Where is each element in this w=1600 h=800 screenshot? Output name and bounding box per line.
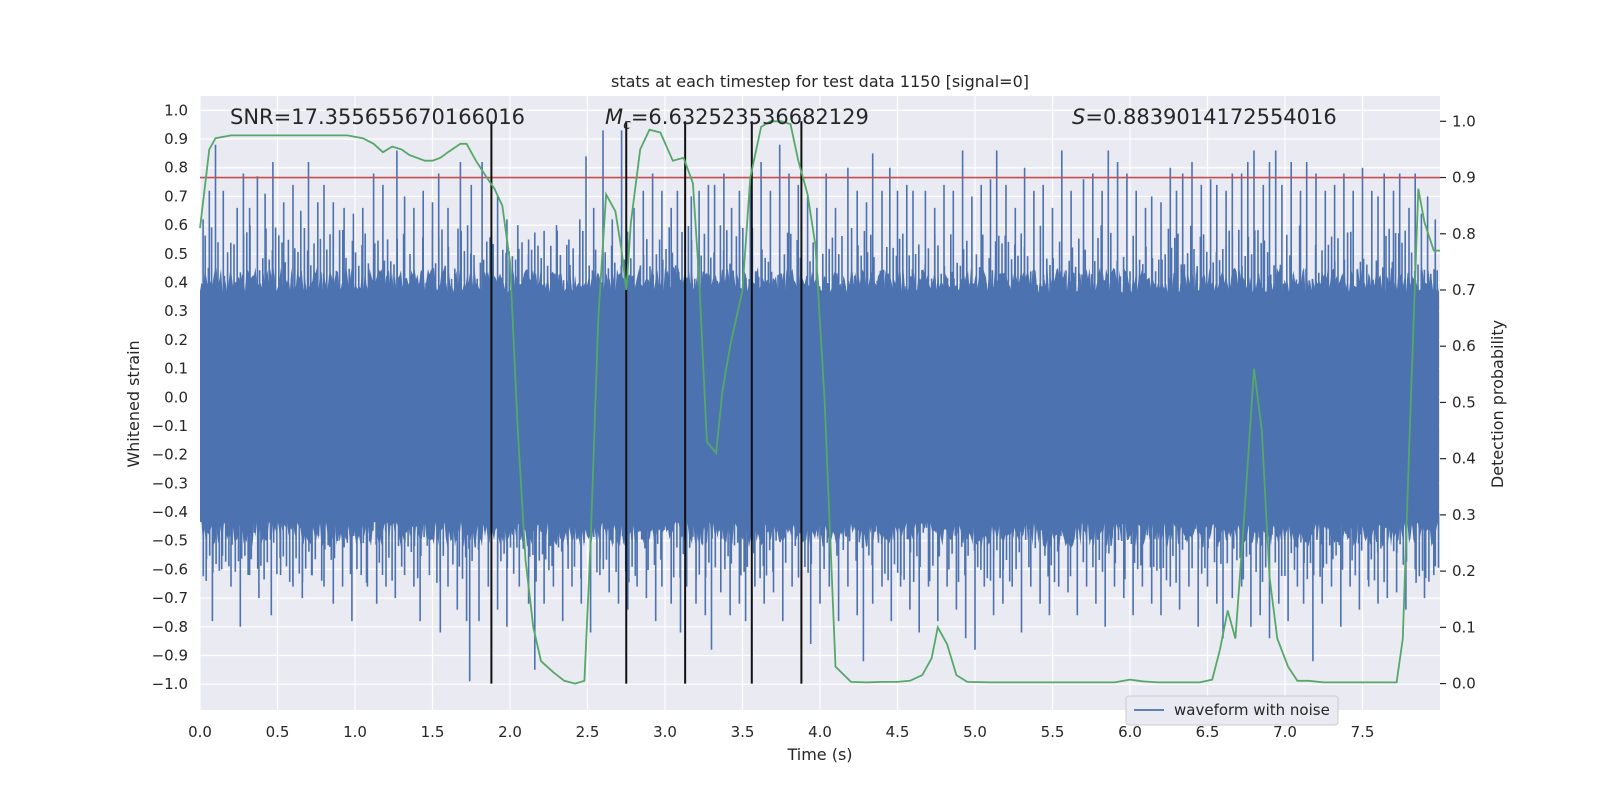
left-y-tick-label: 0.5 — [164, 245, 188, 263]
x-axis-ticks: 0.0 0.5 1.0 1.5 2.0 2.5 3.0 3.5 4.0 4.5 5.0 5.5 6.0 6… — [188, 723, 1374, 741]
left-y-tick-label: −0.2 — [152, 446, 188, 464]
waveform-peaks — [201, 130, 1440, 682]
x-tick-label: 7.5 — [1351, 723, 1375, 741]
x-tick-label: 5.5 — [1041, 723, 1065, 741]
chirp-mass-value: =6.632523536682129 — [631, 105, 869, 129]
left-y-tick-label: 0.7 — [164, 187, 188, 205]
right-y-tick-label: 0.4 — [1452, 450, 1476, 468]
left-y-tick-label: 0.2 — [164, 331, 188, 349]
left-y-tick-label: −0.1 — [152, 417, 188, 435]
right-y-tick-label: 0.7 — [1452, 281, 1476, 299]
legend-label: waveform with noise — [1174, 701, 1330, 719]
s-value: =0.8839014172554016 — [1085, 105, 1336, 129]
right-y-tick-label: 0.9 — [1452, 169, 1476, 187]
legend-box — [1125, 695, 1339, 726]
s-annotation: S=0.8839014172554016 — [1072, 105, 1337, 129]
left-y-tick-label: 0.4 — [164, 273, 188, 291]
right-y-tick-label: 1.0 — [1452, 112, 1476, 130]
detection-probability-line — [199, 120, 1440, 685]
x-tick-label: 6.5 — [1196, 723, 1220, 741]
x-tick-label: 4.5 — [886, 723, 910, 741]
left-y-tick-label: 0.1 — [164, 360, 188, 378]
right-y-tick-label: 0.5 — [1452, 393, 1476, 411]
left-y-tick-label: −0.8 — [152, 618, 188, 636]
right-y-tick-label: 0.8 — [1452, 225, 1476, 243]
x-axis-label: Time (s) — [786, 745, 852, 764]
left-y-tick-label: −0.3 — [152, 474, 188, 492]
left-y-tick-label: 1.0 — [164, 101, 188, 119]
legend: waveform with noise — [1125, 695, 1339, 726]
left-y-tick-label: −0.5 — [152, 532, 188, 550]
left-y-tick-label: 0.6 — [164, 216, 188, 234]
x-tick-label: 6.0 — [1118, 723, 1142, 741]
x-tick-label: 0.0 — [188, 723, 212, 741]
right-y-tick-label: 0.1 — [1452, 618, 1476, 636]
left-y-tick-label: −0.9 — [152, 646, 188, 664]
x-tick-label: 1.5 — [421, 723, 445, 741]
chirp-mass-symbol: M — [605, 105, 623, 129]
left-y-tick-label: −0.4 — [152, 503, 188, 521]
s-symbol: S — [1072, 105, 1085, 129]
x-tick-label: 2.0 — [498, 723, 522, 741]
chirp-mass-annotation: Mc=6.632523536682129 — [605, 105, 869, 133]
x-tick-label: 3.0 — [653, 723, 677, 741]
left-y-tick-label: 0.9 — [164, 130, 188, 148]
left-y-tick-label: −0.6 — [152, 560, 188, 578]
left-y-axis-label: Whitened strain — [124, 340, 143, 467]
x-tick-label: 7.0 — [1273, 723, 1297, 741]
x-tick-label: 4.0 — [808, 723, 832, 741]
waveform-band — [200, 266, 1439, 548]
right-y-tick-label: 0.0 — [1452, 675, 1476, 693]
x-tick-label: 5.0 — [963, 723, 987, 741]
chirp-mass-subscript: c — [623, 117, 631, 133]
left-y-axis-ticks: 1.0 0.9 0.8 0.7 0.6 0.5 0.4 0.3 0.2 0.1 0.0 −0.1 −0.… — [152, 101, 188, 693]
x-tick-label: 1.0 — [343, 723, 367, 741]
right-y-axis-ticks: 1.0 0.9 0.8 0.7 0.6 0.5 0.4 0.3 0.2 0.1 0.0 — [1440, 112, 1476, 693]
x-tick-label: 2.5 — [576, 723, 600, 741]
right-y-axis-label: Detection probability — [1488, 320, 1507, 488]
chart-title: stats at each timestep for test data 115… — [611, 72, 1029, 91]
x-tick-label: 0.5 — [266, 723, 290, 741]
left-y-tick-label: −0.7 — [152, 589, 188, 607]
left-y-tick-label: −1.0 — [152, 675, 188, 693]
right-y-tick-label: 0.6 — [1452, 337, 1476, 355]
snr-annotation: SNR=17.355655670166016 — [230, 105, 525, 129]
waveform-series — [200, 130, 1440, 682]
x-tick-label: 3.5 — [731, 723, 755, 741]
right-y-tick-label: 0.3 — [1452, 506, 1476, 524]
right-y-tick-label: 0.2 — [1452, 562, 1476, 580]
left-y-tick-label: 0.8 — [164, 159, 188, 177]
vertical-markers — [490, 121, 803, 684]
left-y-tick-label: 0.0 — [164, 388, 188, 406]
left-y-tick-label: 0.3 — [164, 302, 188, 320]
